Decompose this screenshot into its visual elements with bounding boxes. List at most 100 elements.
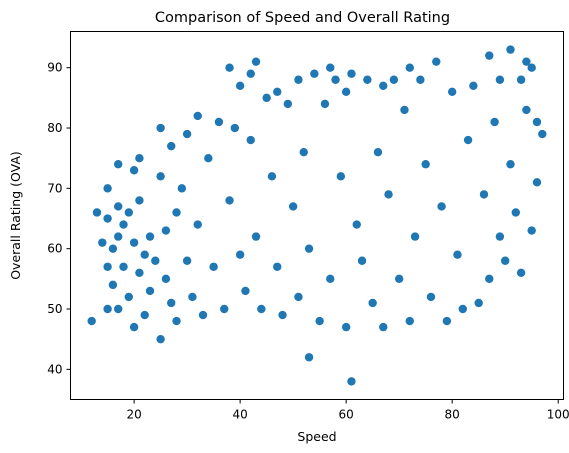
scatter-point <box>516 268 526 278</box>
scatter-point <box>151 256 160 265</box>
scatter-point <box>103 304 112 314</box>
scatter-point <box>458 304 467 314</box>
scatter-point <box>527 63 536 72</box>
scatter-point <box>384 190 393 199</box>
scatter-point <box>246 69 255 78</box>
scatter-point <box>437 202 446 211</box>
scatter-point <box>320 99 330 109</box>
scatter-point <box>532 178 542 187</box>
y-tick-label: 40 <box>47 362 62 376</box>
scatter-point <box>463 135 473 145</box>
scatter-point <box>241 286 250 296</box>
scatter-point <box>209 262 218 271</box>
scatter-point <box>198 310 208 320</box>
scatter-point <box>225 63 234 72</box>
scatter-point <box>447 87 457 97</box>
scatter-point <box>124 208 134 217</box>
scatter-point <box>177 184 187 193</box>
scatter-point <box>129 322 139 332</box>
y-tick-label: 50 <box>47 302 62 316</box>
scatter-point <box>129 238 139 247</box>
scatter-point <box>108 244 118 253</box>
scatter-point <box>522 105 531 115</box>
scatter-point <box>426 292 436 302</box>
scatter-point <box>490 117 499 127</box>
scatter-point <box>331 75 340 84</box>
x-tick-label: 40 <box>232 408 247 422</box>
scatter-point <box>373 147 383 157</box>
scatter-point <box>214 117 224 127</box>
scatter-point <box>103 184 112 193</box>
scatter-point <box>161 274 171 284</box>
scatter-point <box>479 190 489 199</box>
scatter-point <box>204 153 213 163</box>
scatter-point <box>278 310 287 320</box>
scatter-point <box>156 334 165 344</box>
scatter-point <box>469 81 478 91</box>
scatter-point <box>500 256 510 265</box>
scatter-point <box>156 172 165 181</box>
scatter-point <box>114 232 123 241</box>
scatter-point <box>416 75 425 84</box>
scatter-point <box>347 69 356 78</box>
scatter-point <box>474 298 483 308</box>
scatter-point <box>299 147 308 157</box>
y-axis: 40 50 60 70 80 90 <box>47 61 71 376</box>
scatter-point <box>140 250 149 259</box>
scatter-point <box>368 298 377 308</box>
scatter-point <box>379 81 388 91</box>
scatter-point <box>394 274 404 284</box>
scatter-point <box>363 75 372 84</box>
x-axis-label: Speed <box>297 429 336 444</box>
scatter-point <box>172 208 181 217</box>
scatter-point <box>304 244 314 253</box>
scatter-point <box>432 57 441 66</box>
scatter-point <box>283 99 293 109</box>
scatter-point <box>182 256 192 265</box>
scatter-point <box>114 304 123 314</box>
scatter-point <box>235 250 245 259</box>
scatter-point <box>294 75 303 84</box>
scatter-point <box>87 316 96 326</box>
scatter-point <box>506 160 515 169</box>
scatter-point <box>538 129 547 139</box>
scatter-point <box>379 322 388 332</box>
scatter-point <box>188 292 197 302</box>
scatter-point <box>114 202 123 211</box>
x-tick-label: 60 <box>339 408 354 422</box>
x-tick-label: 20 <box>126 408 141 422</box>
scatter-point <box>257 304 266 314</box>
y-axis-label: Overall Rating (OVA) <box>8 151 23 280</box>
scatter-point <box>182 129 192 139</box>
scatter-point <box>172 316 181 326</box>
scatter-point <box>230 123 240 133</box>
y-tick-label: 70 <box>47 181 62 195</box>
scatter-point <box>410 232 420 241</box>
scatter-point <box>485 274 494 284</box>
scatter-point <box>145 286 155 296</box>
x-axis: 20 40 60 80 100 <box>126 399 569 422</box>
scatter-point <box>103 214 112 223</box>
scatter-point <box>267 172 277 181</box>
scatter-point <box>352 220 361 229</box>
y-tick-label: 60 <box>47 242 62 256</box>
scatter-point <box>400 105 409 115</box>
scatter-point <box>294 292 303 302</box>
scatter-point <box>442 316 452 326</box>
scatter-point <box>119 220 128 229</box>
scatter-point <box>251 57 261 66</box>
scatter-point <box>167 141 176 151</box>
scatter-point <box>193 111 202 121</box>
scatter-point <box>506 45 515 54</box>
scatter-point <box>235 81 245 91</box>
x-tick-label: 80 <box>445 408 460 422</box>
scatter-point <box>251 232 261 241</box>
scatter-point <box>124 292 134 302</box>
y-tick-label: 90 <box>47 61 62 75</box>
plot-frame <box>70 31 564 400</box>
scatter-point <box>315 316 324 326</box>
scatter-point <box>511 208 520 217</box>
scatter-point <box>119 262 128 271</box>
